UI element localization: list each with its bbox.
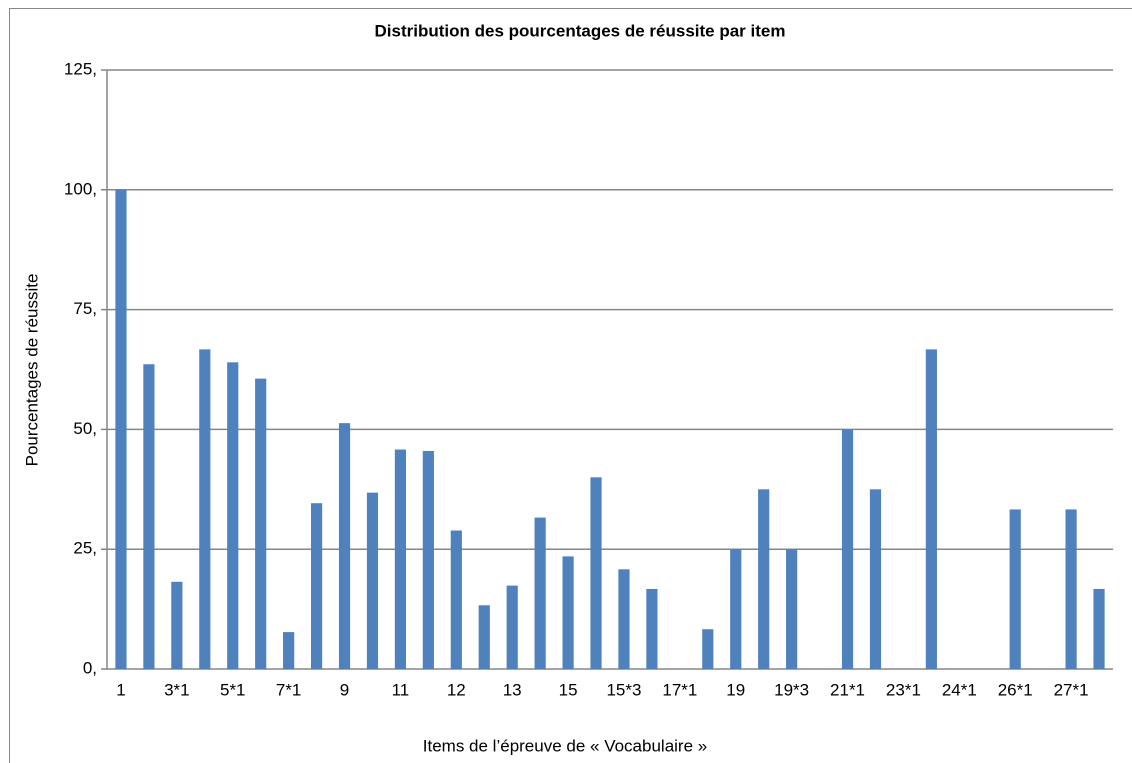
x-tick-label: 26*1 [998,680,1033,699]
bar [1009,509,1021,669]
bar [227,362,239,669]
bar [590,477,602,669]
bar [618,569,630,669]
y-tick-label: 50, [73,419,97,438]
y-tick-label: 100, [64,179,97,198]
x-tick-label: 15*3 [606,680,641,699]
bar [450,530,462,669]
bar [422,450,434,669]
x-axis-label: Items de l’épreuve de « Vocabulaire » [423,736,707,755]
bar [255,378,267,669]
bar [366,492,379,669]
bar [730,549,742,669]
x-tick-label: 19*3 [774,680,809,699]
bar [1093,588,1105,669]
y-tick-label: 75, [73,299,97,318]
x-tick-label: 17*1 [662,680,697,699]
x-tick-label: 3*1 [164,680,190,699]
bar [171,581,183,669]
y-tick-label: 125, [64,59,97,78]
bar [338,423,351,669]
bar [310,503,323,669]
x-tick-label: 21*1 [830,680,865,699]
x-tick-label: 19 [726,680,745,699]
bar [646,588,658,669]
bar [534,517,546,669]
bar [925,349,937,669]
bar [143,364,155,669]
bar [786,549,798,669]
x-tick-label: 7*1 [276,680,302,699]
y-axis-label: Pourcentages de réussite [22,274,41,467]
x-tick-label: 5*1 [220,680,246,699]
bar [562,556,574,669]
bar [841,429,854,669]
bar [478,605,490,669]
bar [283,632,295,669]
bar [199,349,211,669]
x-tick-label: 1 [116,680,125,699]
bar [869,489,882,669]
x-tick-label: 9 [340,680,349,699]
bar [394,449,407,669]
x-tick-label: 11 [392,680,410,699]
x-tick-label: 27*1 [1054,680,1089,699]
bar [506,585,518,669]
bar [1065,509,1077,669]
x-tick-label: 12 [447,680,466,699]
chart-title: Distribution des pourcentages de réussit… [375,21,786,40]
bar [702,629,714,669]
x-tick-label: 13 [503,680,522,699]
y-tick-label: 0, [83,658,97,677]
y-tick-label: 25, [73,539,97,558]
x-tick-label: 24*1 [942,680,977,699]
bar [758,489,770,669]
x-tick-label: 23*1 [886,680,921,699]
x-tick-label: 15 [559,680,578,699]
bar [115,189,127,670]
